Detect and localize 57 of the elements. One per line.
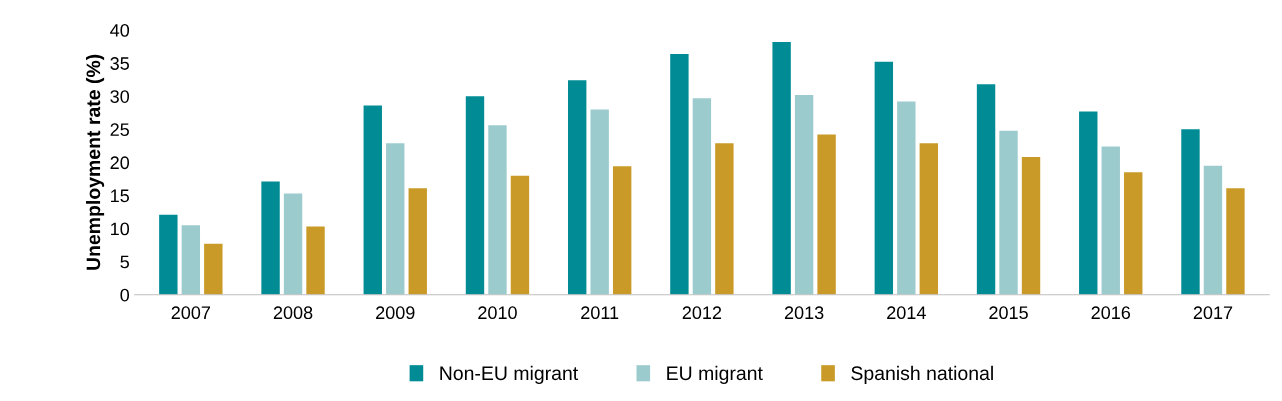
bar — [1079, 111, 1098, 295]
bar — [715, 143, 734, 295]
bar — [1203, 165, 1223, 295]
y-tick-label: 30 — [110, 90, 130, 103]
bar — [1226, 188, 1245, 295]
bar — [1101, 146, 1120, 295]
x-tick-label: 2012 — [682, 306, 722, 320]
bar — [817, 134, 836, 295]
bar — [670, 53, 689, 295]
x-tick-label: 2014 — [887, 306, 926, 320]
bar — [1181, 129, 1200, 295]
x-tick-label: 2007 — [171, 306, 211, 320]
y-tick-label: 0 — [120, 288, 130, 302]
bar — [408, 188, 427, 295]
x-tick-label: 2010 — [478, 306, 517, 320]
bar — [874, 61, 894, 295]
x-tick-label: 2016 — [1091, 306, 1131, 320]
legend-label: Spanish national — [851, 365, 993, 384]
bar — [1124, 172, 1143, 295]
legend-label: Non-EU migrant — [440, 365, 579, 384]
x-tick-label: 2013 — [784, 306, 824, 320]
bar — [386, 143, 405, 295]
y-tick-label: 40 — [110, 24, 130, 37]
bar — [363, 105, 382, 295]
bar — [919, 143, 939, 295]
bar — [976, 84, 996, 295]
bar — [306, 226, 325, 295]
x-tick-label: 2008 — [273, 306, 313, 320]
x-tick-label: 2017 — [1193, 306, 1233, 320]
bar — [999, 130, 1018, 295]
bar — [261, 181, 280, 295]
bar — [590, 109, 609, 295]
bar — [692, 98, 712, 295]
bar — [772, 41, 791, 295]
bar — [488, 125, 507, 295]
bar — [1021, 157, 1041, 295]
legend-label: EU migrant — [667, 365, 763, 384]
bar — [159, 214, 178, 295]
y-tick-label: 25 — [110, 123, 129, 137]
bar — [204, 243, 223, 295]
y-tick-label: 10 — [111, 222, 130, 236]
y-tick-label: 15 — [111, 189, 129, 203]
bar — [612, 166, 632, 295]
y-axis-title: Unemployment rate (%) — [85, 54, 105, 270]
bar — [568, 80, 587, 295]
bar — [794, 94, 814, 295]
y-tick-label: 5 — [120, 255, 129, 269]
x-tick-label: 2015 — [989, 306, 1028, 320]
y-tick-label: 20 — [110, 156, 130, 170]
bar — [181, 225, 201, 295]
bar — [897, 101, 916, 295]
bar — [283, 193, 303, 295]
bar — [510, 175, 530, 295]
x-tick-label: 2011 — [581, 306, 619, 320]
bar — [465, 96, 485, 295]
y-tick-label: 35 — [110, 57, 129, 70]
x-tick-label: 2009 — [376, 306, 415, 320]
